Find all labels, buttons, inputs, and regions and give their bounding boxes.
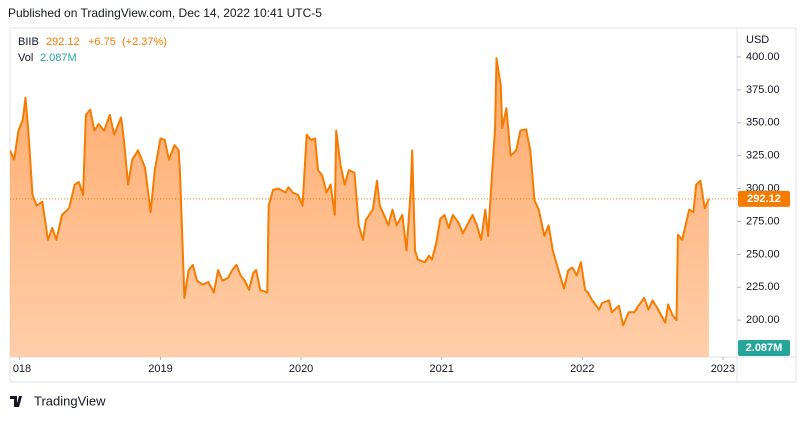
last-price: 292.12: [46, 36, 80, 48]
y-tick-label: 200.00: [746, 314, 780, 326]
last-price-badge-label: 292.12: [747, 193, 781, 205]
y-tick-label: 350.00: [746, 117, 780, 129]
change-pct: (+2.37%): [122, 36, 167, 48]
published-note: Published on TradingView.com, Dec 14, 20…: [8, 6, 322, 20]
volume-value: 2.087M: [40, 52, 77, 64]
last-price-badge: [738, 190, 790, 207]
x-tick-label: 2022: [570, 363, 594, 375]
y-tick-label: 275.00: [746, 215, 780, 227]
x-tick-label: 2023: [711, 363, 735, 375]
y-tick-label: 375.00: [746, 84, 780, 96]
y-axis-label: USD: [746, 34, 769, 46]
volume-badge: [738, 340, 790, 356]
change: +6.75: [88, 36, 116, 48]
x-tick-label: 2019: [148, 363, 172, 375]
area-fill: [10, 58, 709, 357]
plot-area: [10, 57, 710, 357]
y-tick-label: 400.00: [746, 51, 780, 63]
y-tick-label: 225.00: [746, 281, 780, 293]
x-tick-label: 2020: [289, 363, 313, 375]
x-tick-label: 2021: [429, 363, 453, 375]
volume-name: Vol: [18, 52, 33, 64]
price-line: [10, 57, 710, 327]
brand-logo: [10, 396, 22, 407]
brand-name: TradingView: [34, 393, 106, 408]
symbol: BIIB: [18, 36, 39, 48]
y-tick-label: 325.00: [746, 150, 780, 162]
volume-badge-label: 2.087M: [746, 342, 783, 354]
y-tick-label: 250.00: [746, 248, 780, 260]
brand: TradingView: [10, 393, 106, 408]
x-tick-label: 018: [13, 363, 31, 375]
